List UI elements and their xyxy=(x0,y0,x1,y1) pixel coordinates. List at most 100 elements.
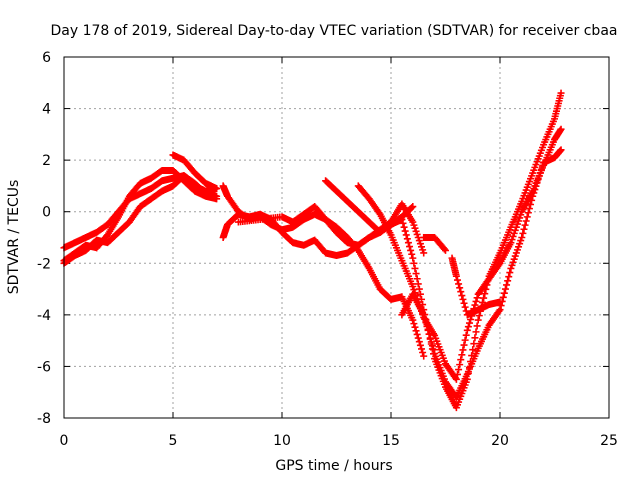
data-point-interp xyxy=(419,349,427,357)
series-track-9 xyxy=(354,125,565,383)
series-track-7 xyxy=(234,200,428,257)
x-tick-label: 25 xyxy=(600,433,618,449)
data-point xyxy=(213,185,221,193)
data-point-interp xyxy=(401,227,409,235)
data-point xyxy=(518,234,526,241)
data-point-interp xyxy=(440,245,448,253)
data-point-interp xyxy=(539,162,547,170)
data-series xyxy=(60,89,565,412)
data-point-interp xyxy=(459,346,467,354)
x-tick-label: 20 xyxy=(491,433,509,449)
data-point-interp xyxy=(400,223,408,231)
data-point-interp xyxy=(410,320,418,328)
data-point-interp xyxy=(473,322,481,330)
chart-title: Day 178 of 2019, Sidereal Day-to-day VTE… xyxy=(51,23,618,39)
x-tick-label: 0 xyxy=(60,433,69,449)
data-point-interp xyxy=(471,301,479,309)
series-track-4 xyxy=(169,151,221,193)
data-point-interp xyxy=(413,275,421,283)
data-point-interp xyxy=(501,285,509,293)
data-point-interp xyxy=(399,219,407,227)
data-point xyxy=(420,352,428,360)
data-point-interp xyxy=(460,299,468,307)
data-point-interp xyxy=(427,338,435,346)
y-tick-label: 6 xyxy=(42,50,51,66)
data-point-interp xyxy=(462,331,470,339)
data-point-interp xyxy=(472,297,480,305)
data-point-interp xyxy=(504,277,512,285)
data-point-interp xyxy=(415,338,423,346)
data-point-interp xyxy=(530,189,538,197)
data-point-interp xyxy=(461,303,469,311)
data-point-interp xyxy=(537,165,545,173)
data-point-interp xyxy=(402,231,410,239)
data-point xyxy=(398,215,406,223)
data-point xyxy=(496,306,504,314)
data-point-interp xyxy=(524,209,532,217)
x-tick-label: 5 xyxy=(169,433,178,449)
data-point-interp xyxy=(410,259,418,267)
data-point-interp xyxy=(455,366,463,374)
data-point-interp xyxy=(407,246,415,254)
data-point-interp xyxy=(533,179,541,187)
data-point-interp xyxy=(453,276,461,284)
data-point-interp xyxy=(456,361,464,369)
series-track-12 xyxy=(448,254,504,319)
tick-labels: 0 5 10 15 20 25 -8 -6 -4 -2 0 2 4 6 xyxy=(37,50,618,449)
data-point-interp xyxy=(408,250,416,258)
data-point-interp xyxy=(453,370,461,378)
data-point-interp xyxy=(422,319,430,327)
data-point-interp xyxy=(470,340,478,348)
data-point-interp xyxy=(525,205,533,213)
y-tick-label: 4 xyxy=(42,102,51,118)
data-point-interp xyxy=(473,294,481,302)
data-point-interp xyxy=(469,346,477,354)
data-point-interp xyxy=(416,290,424,298)
data-point-interp xyxy=(535,172,543,180)
data-point-interp xyxy=(457,288,465,296)
data-point-interp xyxy=(506,269,514,277)
data-point-interp xyxy=(455,280,463,288)
data-point-interp xyxy=(403,235,411,243)
data-point xyxy=(420,249,428,257)
data-point-interp xyxy=(406,243,414,251)
data-point-interp xyxy=(416,341,424,349)
y-tick-label: 2 xyxy=(42,153,51,169)
data-point-interp xyxy=(481,290,489,298)
data-point-interp xyxy=(404,239,412,247)
plot-border xyxy=(63,56,610,419)
data-point-interp xyxy=(421,315,429,323)
data-point xyxy=(557,89,565,97)
x-tick-label: 10 xyxy=(273,433,291,449)
y-tick-label: -8 xyxy=(37,411,51,427)
data-point-interp xyxy=(480,294,488,302)
data-point xyxy=(557,125,565,133)
data-point-interp xyxy=(418,345,426,353)
data-point xyxy=(496,298,504,306)
data-point-interp xyxy=(412,327,420,335)
data-point xyxy=(213,192,221,200)
data-point-interp xyxy=(457,356,465,364)
data-point-interp xyxy=(411,323,419,331)
data-point-interp xyxy=(528,196,536,204)
data-point-interp xyxy=(408,204,416,212)
data-point-interp xyxy=(505,273,513,281)
series-track-10 xyxy=(398,146,565,401)
data-point xyxy=(409,254,417,262)
data-point-interp xyxy=(458,292,466,300)
data-point-interp xyxy=(503,281,511,289)
data-point-interp xyxy=(461,336,469,344)
series-track-6 xyxy=(219,203,417,260)
data-point-interp xyxy=(522,217,530,225)
data-point xyxy=(557,146,565,154)
data-point xyxy=(452,272,460,280)
data-point-interp xyxy=(423,322,431,330)
data-point-interp xyxy=(532,182,540,190)
data-point xyxy=(529,192,537,200)
y-axis-label: SDTVAR / TECUs xyxy=(6,180,22,295)
data-point-interp xyxy=(471,334,479,342)
series-track-3 xyxy=(60,172,221,267)
data-point-interp xyxy=(472,328,480,336)
data-point-interp xyxy=(414,334,422,342)
